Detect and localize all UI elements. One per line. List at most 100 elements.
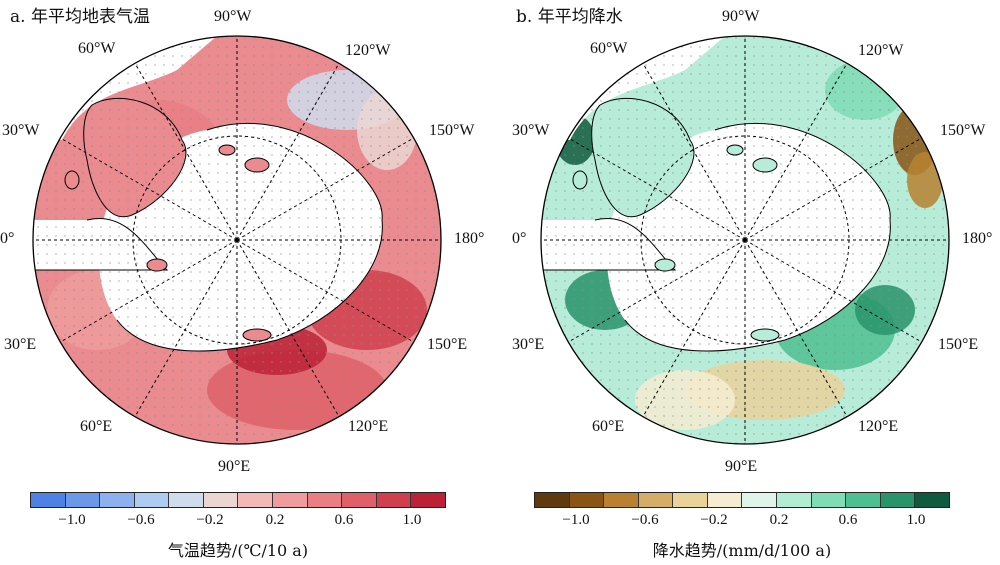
colorbar-segment [915, 493, 949, 507]
colorbar-segment [673, 493, 708, 507]
colorbar-segment [411, 493, 445, 507]
colorbar-segment [31, 493, 66, 507]
colorbar-precipitation [534, 492, 950, 508]
colorbar-segment [569, 493, 605, 507]
colorbar-segment [777, 493, 812, 507]
island [572, 170, 588, 190]
colorbar-segment [846, 493, 881, 507]
island [752, 157, 778, 173]
colorbar-tick: 0.2 [265, 512, 285, 528]
lon-label-30e: 30°E [512, 336, 545, 353]
colorbar-tick: −1.0 [562, 512, 590, 528]
meridian-line [134, 239, 238, 417]
lon-label-90e: 90°E [725, 458, 758, 475]
colorbar-tick: −1.0 [58, 512, 86, 528]
colorbar-tick: −0.2 [700, 512, 728, 528]
lon-label-120w: 120°W [345, 42, 391, 59]
coastline [276, 219, 383, 341]
lon-label-60w: 60°W [78, 40, 116, 57]
colorbar-tick: 0.2 [769, 512, 789, 528]
meridian-line [744, 63, 848, 241]
meridian-line [744, 239, 848, 417]
lon-label-150e: 150°E [938, 336, 979, 353]
island [726, 144, 744, 156]
panel-title: b. 年平均降水 [516, 7, 623, 27]
lon-label-30w: 30°W [512, 122, 550, 139]
island [64, 170, 80, 190]
lon-label-150w: 150°W [940, 122, 986, 139]
meridian-line [134, 63, 238, 241]
colorbar-segment [880, 493, 916, 507]
colorbar-segment [273, 493, 308, 507]
meridian-line [236, 239, 340, 417]
greenland-stipple [83, 98, 186, 217]
island [146, 258, 168, 272]
lon-label-30w: 30°W [2, 122, 40, 139]
colorbar-segment [707, 493, 743, 507]
lon-label-60w: 60°W [590, 40, 628, 57]
lon-label-90w: 90°W [214, 8, 252, 25]
lon-label-150e: 150°E [427, 336, 468, 353]
colorbar-tick: 0.6 [334, 512, 354, 528]
meridian-line [568, 239, 746, 343]
colorbar-title: 气温趋势/(℃/10 a) [167, 541, 309, 560]
coastline [784, 219, 891, 341]
meridian-line [60, 239, 238, 343]
meridian-line [642, 63, 746, 241]
colorbar-tick: 0.6 [838, 512, 858, 528]
greenland-stipple [591, 98, 694, 217]
island [242, 328, 272, 342]
lon-label-120e: 120°E [858, 418, 899, 435]
colorbar-tick: −0.6 [127, 512, 155, 528]
colorbar-title: 降水趋势/(mm/d/100 a) [652, 541, 832, 560]
meridian-line [60, 137, 238, 241]
map-border [32, 35, 442, 445]
colorbar-segment [535, 493, 570, 507]
meridian-line [236, 63, 340, 241]
lon-label-120e: 120°E [348, 418, 389, 435]
colorbar-segment [307, 493, 343, 507]
island [244, 157, 270, 173]
colorbar-segment [638, 493, 674, 507]
coastline [624, 319, 786, 352]
colorbar-segment [169, 493, 204, 507]
colorbar-temperature [30, 492, 446, 508]
meridian-line [568, 137, 746, 241]
lon-label-0: 0° [0, 230, 15, 247]
colorbar-tick: 1.0 [906, 512, 926, 528]
island [218, 144, 236, 156]
lon-label-0: 0° [512, 230, 527, 247]
colorbar-segment [238, 493, 274, 507]
colorbar-segment [100, 493, 135, 507]
meridian-line [236, 137, 414, 241]
meridian-line [744, 137, 922, 241]
lon-label-120w: 120°W [858, 42, 904, 59]
panel-precipitation: b. 年平均降水 90°W 120°W 150°W 180° 150°E 120… [500, 0, 1000, 565]
colorbar-tick: 1.0 [402, 512, 422, 528]
polar-map-temperature [32, 35, 442, 445]
colorbar-segment [376, 493, 412, 507]
lon-label-150w: 150°W [429, 122, 475, 139]
colorbar-tick: −0.2 [196, 512, 224, 528]
coastline [714, 123, 891, 221]
colorbar-segment [742, 493, 778, 507]
coastline [116, 319, 278, 352]
lon-label-180: 180° [962, 230, 993, 247]
island [750, 328, 780, 342]
lon-label-90w: 90°W [722, 8, 760, 25]
colorbar-tick: −0.6 [631, 512, 659, 528]
colorbar-segment [811, 493, 847, 507]
panel-title: a. 年平均地表气温 [10, 7, 150, 27]
colorbar-segment [134, 493, 170, 507]
panel-temperature: a. 年平均地表气温 90°W 120°W 150°W 180° 150°E 1… [0, 7, 485, 560]
meridian-line [236, 239, 414, 343]
map-border [540, 35, 950, 445]
colorbar-segment [604, 493, 639, 507]
lon-label-180: 180° [454, 230, 485, 247]
coastline [206, 123, 383, 221]
lon-label-60e: 60°E [592, 418, 625, 435]
colorbar-segment [342, 493, 377, 507]
island [654, 258, 676, 272]
lon-label-30e: 30°E [4, 336, 37, 353]
meridian-line [642, 239, 746, 417]
